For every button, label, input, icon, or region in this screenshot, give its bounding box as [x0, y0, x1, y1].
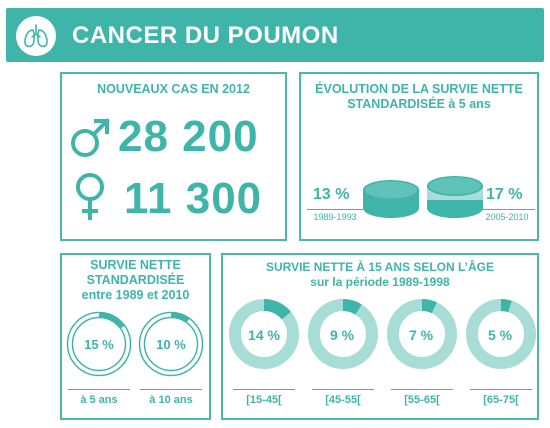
ring-15-45-value: 14 % — [248, 327, 280, 343]
evolution-title-line1: ÉVOLUTION DE LA SURVIE NETTE — [315, 82, 523, 96]
female-symbol-icon — [76, 173, 104, 220]
ring-45-55-value: 9 % — [329, 327, 355, 343]
ring-10-ans — [138, 311, 204, 377]
ring-45-55-caption: [45-55[ — [312, 389, 374, 406]
ring-5-ans-caption: à 5 ans — [68, 389, 130, 406]
ring-55-65-value: 7 % — [408, 327, 434, 343]
ring-fill — [263, 299, 291, 320]
standardised-rings — [66, 311, 204, 377]
standardised-title-line2: STANDARDISÉE — [86, 273, 185, 287]
age-title-line2: sur la période 1989-1998 — [310, 275, 450, 289]
age-title-line1: SURVIE NETTE À 15 ANS SELON L’ÂGE — [265, 260, 495, 274]
age-panel: SURVIE NETTE À 15 ANS SELON L’ÂGE sur la… — [221, 253, 539, 420]
ring-65-75-caption: [65-75[ — [470, 389, 532, 406]
ring-55-65-caption: [55-65[ — [391, 389, 453, 406]
new-cases-panel: NOUVEAUX CAS EN 2012 28 200 11 300 — [60, 72, 287, 241]
lungs-icon — [14, 14, 58, 58]
ring-15-45-caption: [15-45[ — [233, 389, 295, 406]
standardised-title-line1: SURVIE NETTE — [90, 258, 181, 272]
evolution-left-period: 1989-1993 — [307, 209, 363, 224]
evolution-title-line2: STANDARDISÉE à 5 ans — [347, 97, 491, 111]
standardised-title-line3: entre 1989 et 2010 — [81, 288, 190, 302]
ring-5-ans — [66, 311, 132, 377]
evolution-right-cylinder — [427, 176, 483, 218]
ring-5-ans-value: 15 % — [84, 337, 114, 352]
ring-55-65 — [387, 299, 457, 369]
standardised-panel: SURVIE NETTE STANDARDISÉE entre 1989 et … — [60, 253, 211, 420]
ring-fill — [421, 299, 437, 314]
age-rings — [229, 299, 536, 369]
male-symbol-icon — [71, 118, 110, 157]
ring-fill — [500, 299, 512, 313]
ring-10-ans-caption: à 10 ans — [140, 389, 202, 406]
evolution-left-cylinder — [363, 180, 419, 218]
ring-fill — [342, 299, 362, 315]
evolution-right-period: 2005-2010 — [479, 209, 535, 224]
header-banner: CANCER DU POUMON — [6, 8, 544, 62]
male-cases-value: 28 200 — [118, 112, 259, 161]
evolution-panel: ÉVOLUTION DE LA SURVIE NETTE STANDARDISÉ… — [299, 72, 539, 241]
evolution-right-value: 17 % — [486, 186, 523, 203]
ring-fill — [98, 312, 125, 329]
ring-fill — [170, 312, 190, 323]
ring-45-55 — [308, 299, 378, 369]
evolution-left-value: 13 % — [313, 186, 350, 203]
female-cases-value: 11 300 — [124, 174, 263, 223]
ring-15-45 — [229, 299, 299, 369]
ring-65-75 — [466, 299, 536, 369]
ring-65-75-value: 5 % — [487, 327, 513, 343]
page-title: CANCER DU POUMON — [72, 22, 339, 49]
ring-10-ans-value: 10 % — [156, 337, 186, 352]
new-cases-title: NOUVEAUX CAS EN 2012 — [97, 82, 250, 96]
